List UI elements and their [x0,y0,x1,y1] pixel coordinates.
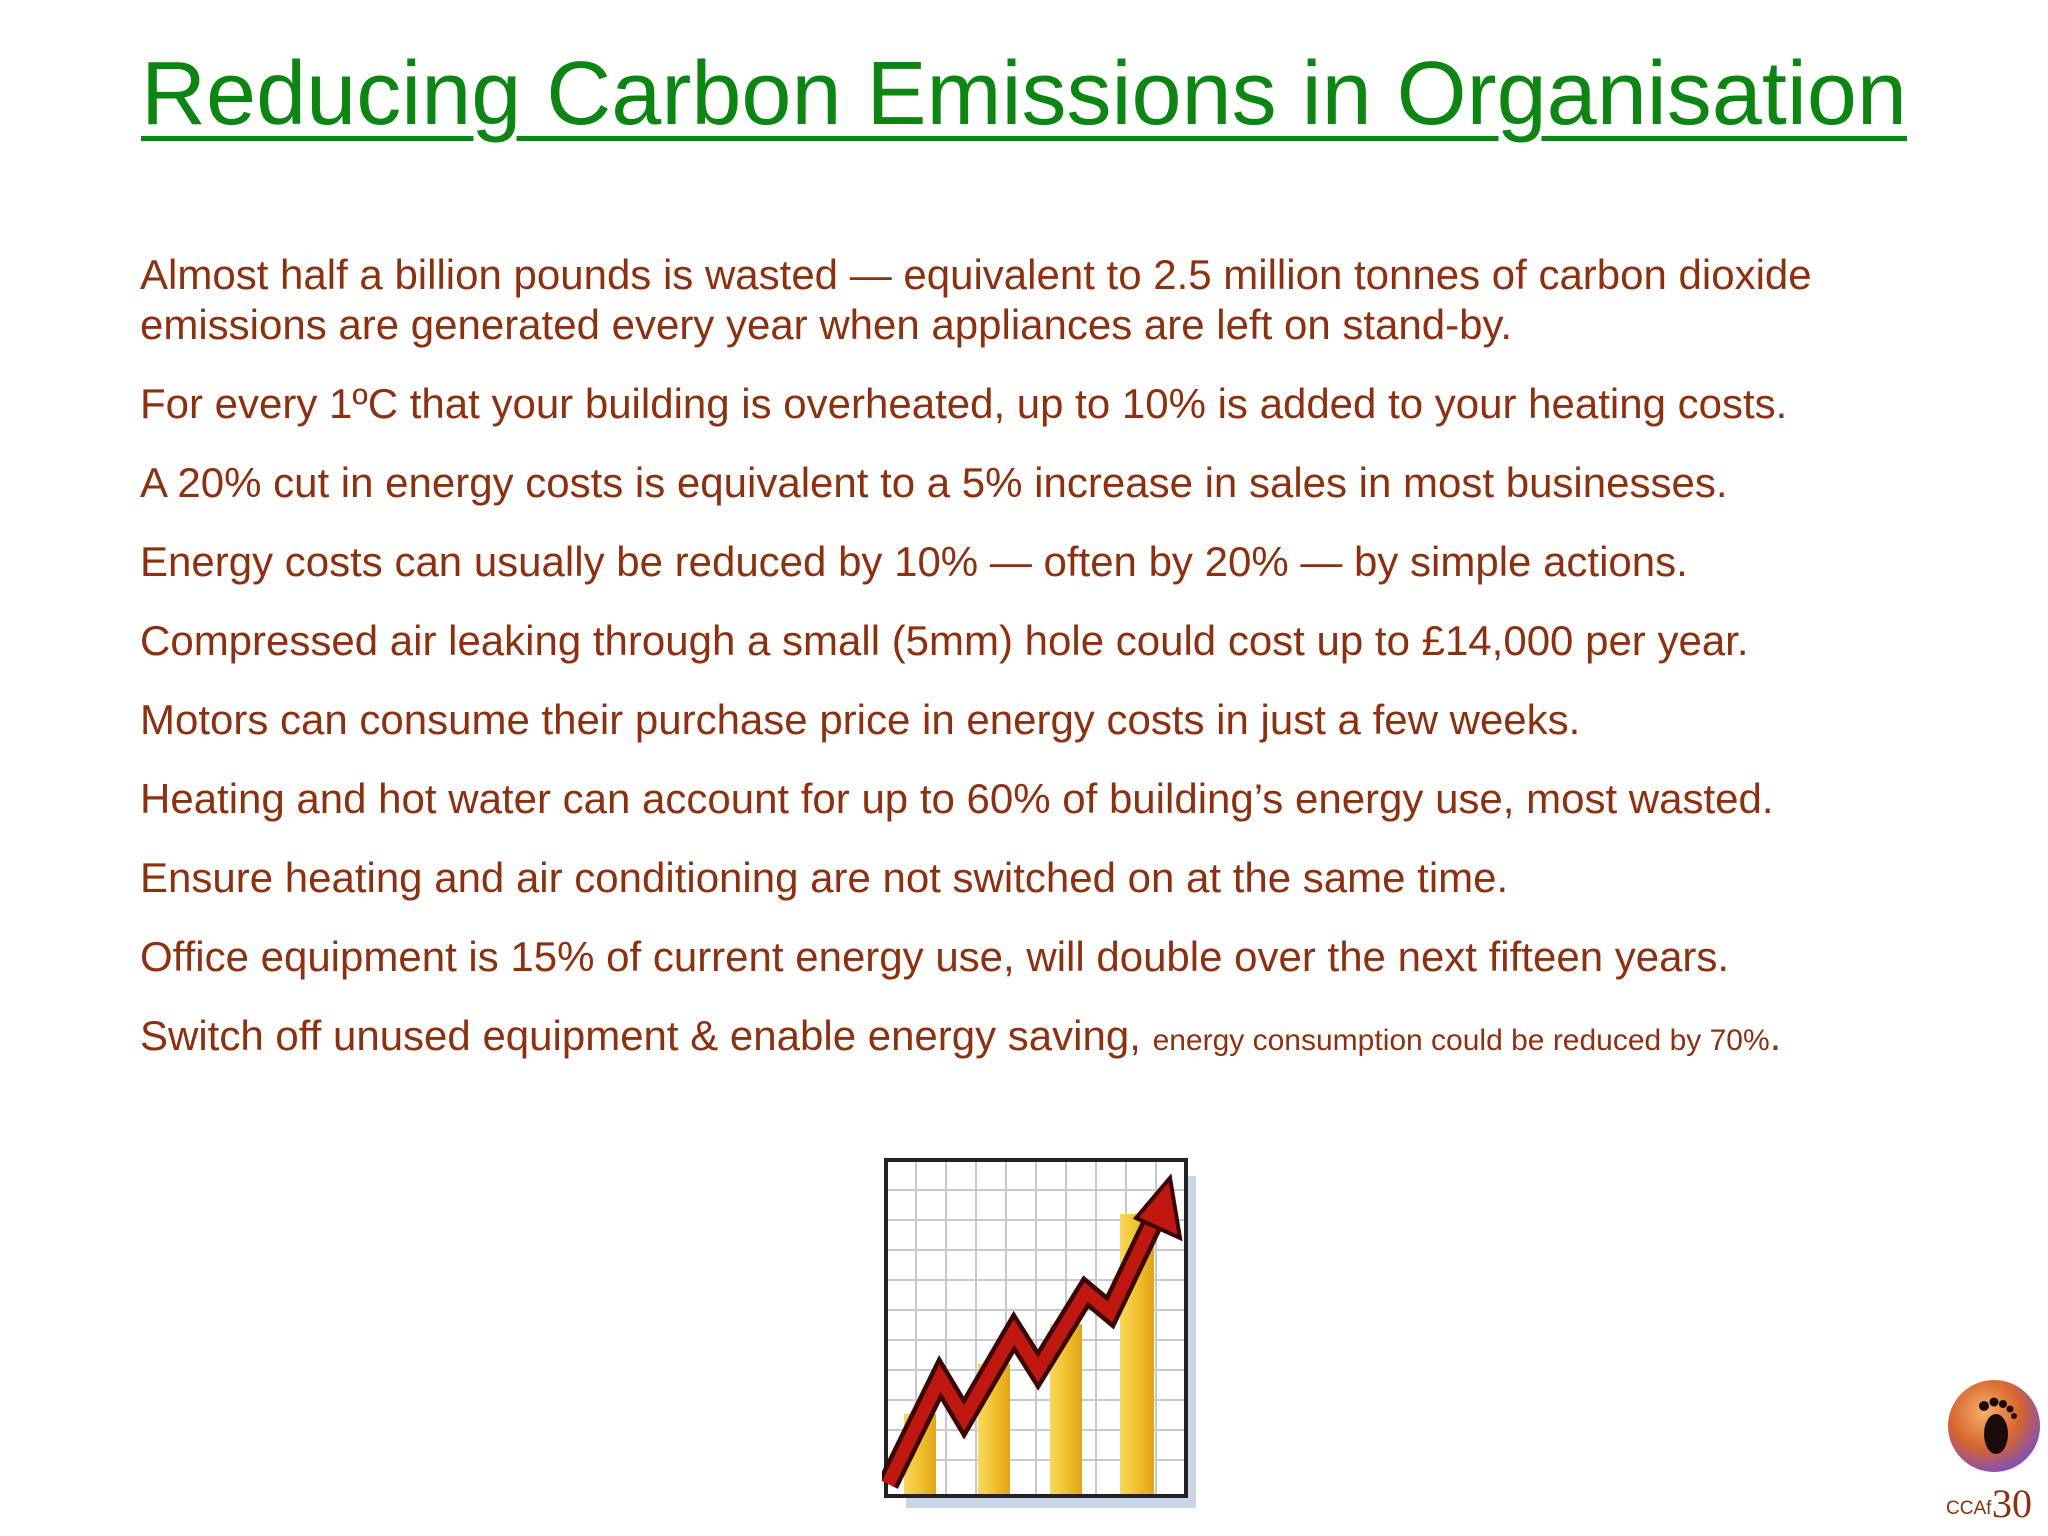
slide-title: Reducing Carbon Emissions in Organisatio… [141,44,1907,144]
last-bullet-main: Switch off unused equipment & enable ene… [140,1012,1141,1059]
footprint-globe-logo [1948,1380,2040,1472]
bullet-item: Energy costs can usually be reduced by 1… [140,538,1688,585]
last-bullet-small: energy consumption could be reduced by 7… [1152,1024,1770,1057]
bullet-list: Almost half a billion pounds is wasted —… [140,250,2020,1095]
bullet-item: Motors can consume their purchase price … [140,696,1581,743]
bullet-item: Compressed air leaking through a small (… [140,617,1749,664]
slide-number: 30 [1992,1481,2032,1526]
bullet-item: Almost half a billion pounds is wasted —… [140,251,1812,348]
rising-chart-icon [882,1158,1196,1508]
bullet-item: Ensure heating and air conditioning are … [140,854,1509,901]
last-bullet-end: . [1769,1012,1782,1059]
footer-code: CCAf [1946,1498,1992,1519]
bullet-item-last: Switch off unused equipment & enable ene… [140,1011,2020,1066]
bullet-item: Office equipment is 15% of current energ… [140,933,1730,980]
bullet-item: Heating and hot water can account for up… [140,775,1774,822]
bullet-item: A 20% cut in energy costs is equivalent … [140,459,1728,506]
bullet-item: For every 1ºC that your building is over… [140,380,1788,427]
